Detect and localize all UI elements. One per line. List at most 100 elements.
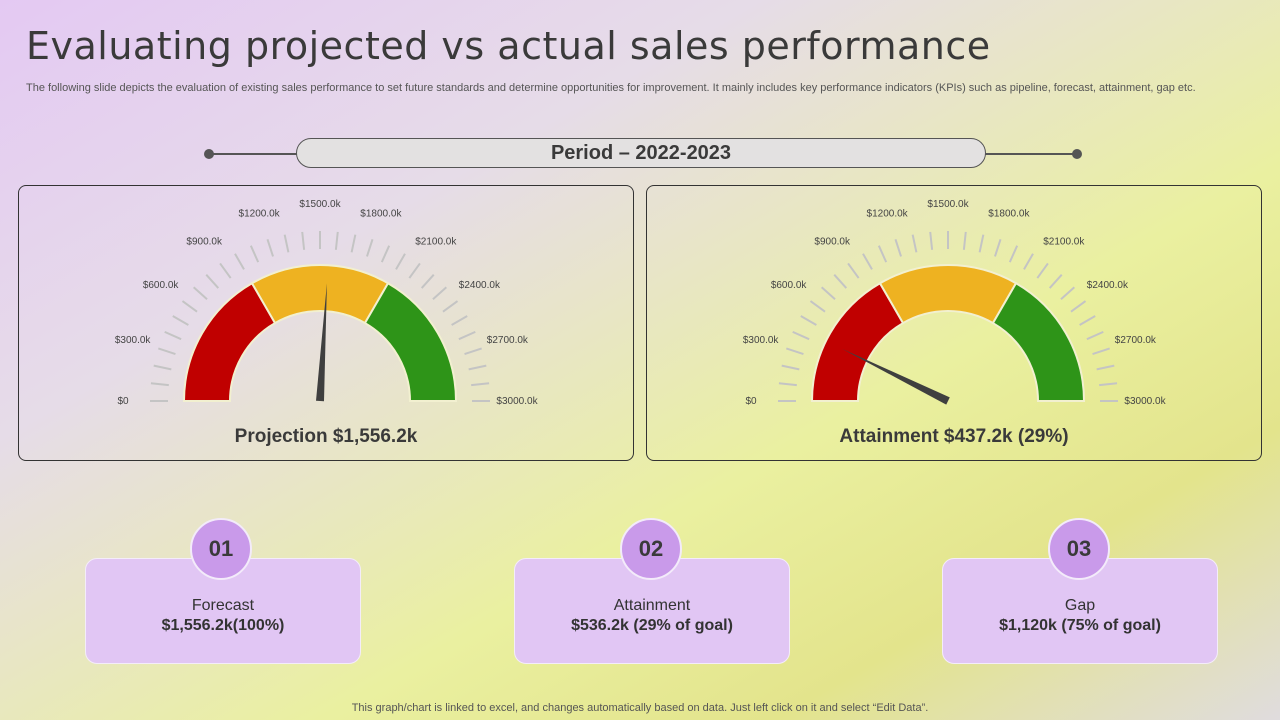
gauge-tick-label: $600.0k [771,280,808,291]
page-title: Evaluating projected vs actual sales per… [26,24,991,68]
gauge-tick [877,245,888,263]
gauge-tick [366,239,374,257]
kpi-badge-02: 02 [620,518,682,580]
gauge-band-green [363,281,458,402]
gauge-tick [1036,262,1049,279]
gauge-tick-label: $300.0k [115,335,152,346]
gauge-tick-label: $1200.0k [239,209,281,220]
gauge-tick [395,253,406,270]
gauge-tick [962,231,967,250]
kpi-label: Attainment [613,597,691,614]
gauge-tick-label: $3000.0k [1124,396,1166,407]
attainment-caption: Attainment $437.2k (29%) [839,426,1069,447]
gauge-tick [894,239,902,257]
gauge-tick [792,330,810,341]
gauge-tick [1023,253,1034,270]
gauge-tick [786,347,804,355]
kpi-label: Gap [1064,597,1096,614]
gauge-tick-label: $2400.0k [459,280,501,291]
gauge-tick [408,262,421,279]
gauge-tick [471,382,490,387]
gauge-tick [420,273,435,289]
gauge-tick [153,364,172,371]
gauge-tick [150,382,169,387]
gauge-tick-label: $1800.0k [988,209,1030,220]
gauge-tick [978,234,985,253]
kpi-value: $1,120k (75% of goal) [999,617,1161,634]
gauge-tick [192,286,208,301]
gauge-tick [1096,364,1115,371]
period-dot-right [1072,149,1082,159]
gauge-tick [464,347,482,355]
gauge-tick-label: $1200.0k [867,209,909,220]
gauge-tick [1092,347,1110,355]
gauge-tick [1048,273,1063,289]
gauge-tick [432,286,448,301]
gauge-tick [301,231,306,250]
gauge-tick-label: $900.0k [186,237,223,248]
period-banner: Period – 2022-2023 [296,138,986,168]
gauge-tick [234,253,245,270]
gauge-tick-label: $0 [117,396,129,407]
gauge-tick [800,315,817,326]
gauge-tick [862,253,873,270]
gauge-tick [172,315,189,326]
gauge-tick [283,234,290,253]
gauge-tick [781,364,800,371]
kpi-value: $1,556.2k(100%) [161,617,285,634]
kpi-badge-01: 01 [190,518,252,580]
gauge-tick [1070,300,1087,313]
gauge-tick-label: $3000.0k [496,396,538,407]
gauge-tick [820,286,836,301]
gauge-tick [1079,315,1096,326]
gauge-tick [778,382,797,387]
projection-gauge-panel[interactable]: $0 $300.0k $600.0k $900.0k $1200.0k $1500.0k $… [18,185,634,461]
gauge-tick-label: $600.0k [143,280,180,291]
gauge-tick-label: $2100.0k [1043,237,1085,248]
gauge-tick [833,273,848,289]
page-subtitle: The following slide depicts the evaluati… [26,82,1196,94]
gauge-tick [1060,286,1076,301]
gauge-tick [350,234,357,253]
gauge-tick-label: $2700.0k [487,335,529,346]
period-line-left [209,153,297,155]
gauge-tick-label: $2700.0k [1115,335,1157,346]
gauge-tick [1086,330,1104,341]
gauge-tick [380,245,391,263]
gauge-tick [219,262,232,279]
gauge-tick-label: $2400.0k [1087,280,1129,291]
gauge-tick [911,234,918,253]
gauge-tick-label: $0 [745,396,757,407]
gauge-tick-label: $1500.0k [299,199,341,210]
period-line-right [984,153,1077,155]
gauge-needle [842,348,950,405]
kpi-label: Forecast [191,597,255,614]
gauge-tick [266,239,274,257]
gauge-tick [334,231,339,250]
gauge-tick [468,364,487,371]
footnote: This graph/chart is linked to excel, and… [351,702,929,714]
gauge-needle [316,283,327,402]
gauge-tick [994,239,1002,257]
gauge-tick-label: $300.0k [743,335,780,346]
projection-gauge: $0 $300.0k $600.0k $900.0k $1200.0k $1500.0k $… [115,199,539,407]
period-dot-left [204,149,214,159]
gauge-band-amber [250,264,390,325]
projection-caption: Projection $1,556.2k [234,426,418,447]
attainment-gauge: $0 $300.0k $600.0k $900.0k $1200.0k $1500.0k $… [743,199,1167,407]
gauge-tick-label: $1500.0k [927,199,969,210]
kpi-badge-03: 03 [1048,518,1110,580]
gauge-tick-label: $900.0k [814,237,851,248]
gauge-tick [847,262,860,279]
gauge-tick [458,330,476,341]
attainment-gauge-panel[interactable]: $0 $300.0k $600.0k $900.0k $1200.0k $1500.0k $… [646,185,1262,461]
gauge-tick [929,231,934,250]
gauge-band-amber [878,264,1018,325]
gauge-tick [442,300,459,313]
gauge-tick [158,347,176,355]
gauge-tick [205,273,220,289]
gauge-tick [809,300,826,313]
gauge-band-green [991,281,1086,402]
kpi-value: $536.2k (29% of goal) [571,617,733,634]
gauge-tick [249,245,260,263]
